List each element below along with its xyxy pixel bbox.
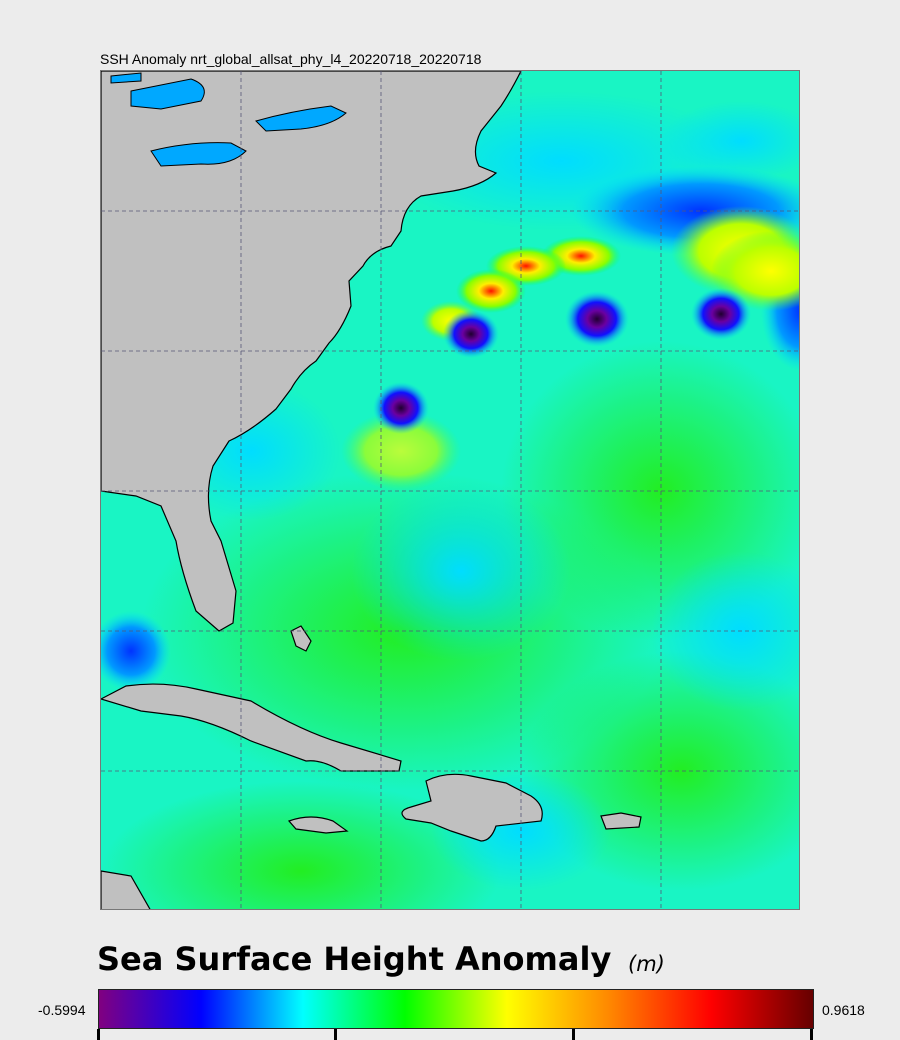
graticule [101, 71, 799, 909]
colorbar-tick [810, 1029, 813, 1040]
colorbar-min-label: -0.5994 [38, 1002, 86, 1018]
legend-title: Sea Surface Height Anomaly [97, 940, 612, 978]
legend-unit: (m) [628, 952, 665, 976]
colorbar-max-label: 0.9618 [822, 1002, 865, 1018]
colorbar-tick [97, 1029, 100, 1040]
map-view[interactable] [100, 70, 800, 910]
colorbar [98, 989, 814, 1029]
colorbar-tick [572, 1029, 575, 1040]
colorbar-tick [334, 1029, 337, 1040]
map-title: SSH Anomaly nrt_global_allsat_phy_l4_202… [100, 51, 482, 67]
lakes [110, 72, 347, 167]
ssh-anomaly-map [101, 71, 799, 909]
